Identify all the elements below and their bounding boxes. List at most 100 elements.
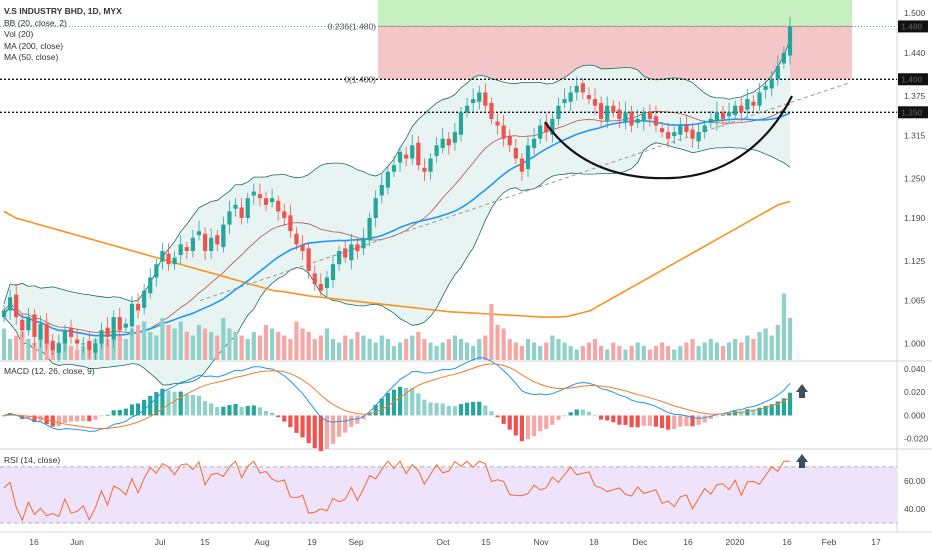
candle-body (544, 122, 549, 133)
legend-ma200[interactable]: MA (200, close) (4, 40, 64, 51)
price-badge: 1.400 (901, 74, 923, 84)
volume-bar (209, 332, 214, 360)
candle-body (416, 142, 421, 166)
volume-bar (142, 321, 147, 360)
candle-body (495, 121, 500, 126)
macd-histogram-bar (349, 415, 354, 427)
legend-bb[interactable]: BB (20, close, 2) (4, 17, 67, 28)
candle-body (489, 103, 494, 119)
volume-bar (7, 339, 13, 360)
volume-bar (751, 339, 756, 360)
time-tick-label: 17 (871, 537, 881, 547)
candle-body (440, 138, 445, 148)
candle-body (62, 330, 68, 344)
volume-bar (422, 339, 427, 360)
candle-body (215, 235, 220, 245)
macd-histogram-bar (32, 415, 37, 423)
macd-tick-label: 0.020 (904, 387, 926, 397)
volume-bar (324, 328, 330, 360)
macd-histogram-bar (300, 415, 305, 438)
legend-ma50[interactable]: MA (50, close) (4, 52, 59, 62)
macd-histogram-bar (586, 411, 592, 416)
volume-bar (202, 328, 208, 360)
macd-histogram-bar (714, 415, 719, 417)
price-badge: 1.350 (901, 107, 923, 117)
rsi-legend[interactable]: RSI (14, close) (4, 455, 61, 465)
macd-legend[interactable]: MACD (12, 26, close, 9) (4, 366, 95, 376)
time-tick-label: 19 (307, 537, 317, 547)
volume-bar (81, 346, 86, 360)
volume-bar (647, 349, 652, 360)
candle-body (379, 184, 384, 196)
candle-body (787, 26, 793, 56)
macd-histogram-bar (135, 403, 141, 416)
candle-body (513, 147, 518, 159)
macd-histogram-bar (111, 410, 116, 416)
ma200-line (3, 200, 791, 318)
macd-histogram-bar (501, 415, 506, 424)
volume-bar (586, 342, 592, 360)
volume-bar (550, 335, 555, 360)
candle-body (763, 85, 768, 90)
macd-histogram-bar (410, 388, 415, 416)
macd-histogram-bar (489, 411, 494, 416)
price-tick-label: 1.065 (904, 296, 926, 306)
macd-histogram-bar (702, 415, 707, 423)
time-tick-label: Jul (155, 537, 166, 547)
candle-body (739, 105, 744, 113)
volume-bar (599, 346, 604, 360)
candle-body (166, 253, 171, 265)
macd-histogram-bar (739, 411, 744, 416)
time-tick-label: 16 (782, 537, 792, 547)
candle-body (221, 224, 226, 248)
macd-histogram-bar (404, 387, 409, 416)
volume-bar (446, 339, 451, 360)
volume-bar (343, 335, 348, 360)
volume-bar (477, 339, 482, 360)
volume-bar (184, 332, 189, 360)
macd-histogram-bar (99, 415, 104, 417)
volume-bar (568, 346, 573, 360)
candle-body (190, 237, 195, 252)
volume-bar (519, 346, 525, 360)
price-tick-label: 1.500 (904, 8, 926, 18)
candle-body (708, 118, 713, 123)
candle-body (672, 132, 677, 137)
candle-body (397, 151, 403, 163)
volume-bar (166, 325, 171, 360)
candle-body (519, 158, 525, 172)
volume-bar (471, 346, 476, 360)
macd-histogram-bar (422, 399, 427, 416)
macd-histogram-bar (379, 398, 384, 416)
candle-body (690, 129, 695, 139)
macd-histogram-bar (513, 415, 518, 436)
macd-histogram-bar (26, 415, 31, 419)
legend-vol[interactable]: Vol (20) (4, 29, 34, 39)
rsi-tick-label: 60.00 (904, 476, 926, 486)
macd-histogram-bar (276, 415, 281, 418)
candle-body (702, 125, 707, 133)
candle-body (391, 165, 397, 172)
candle-body (160, 251, 165, 262)
candle-body (525, 145, 531, 170)
volume-bar (32, 342, 37, 360)
macd-histogram-bar (751, 409, 756, 416)
macd-histogram-bar (7, 413, 13, 416)
macd-line (3, 357, 791, 432)
macd-histogram-bar (471, 401, 476, 416)
macd-histogram-bar (251, 405, 256, 416)
volume-bar (726, 342, 732, 360)
volume-bar (629, 346, 634, 360)
macd-histogram-bar (343, 415, 348, 433)
macd-histogram-bar (659, 415, 665, 429)
volume-bar (385, 339, 390, 360)
volume-bar (239, 335, 244, 360)
volume-bar (531, 342, 537, 360)
macd-histogram-bar (154, 392, 159, 416)
macd-histogram-bar (184, 394, 189, 416)
time-tick-label: Oct (436, 537, 450, 547)
volume-bar (714, 342, 719, 360)
candle-body (202, 233, 208, 252)
macd-histogram-bar (337, 415, 342, 437)
